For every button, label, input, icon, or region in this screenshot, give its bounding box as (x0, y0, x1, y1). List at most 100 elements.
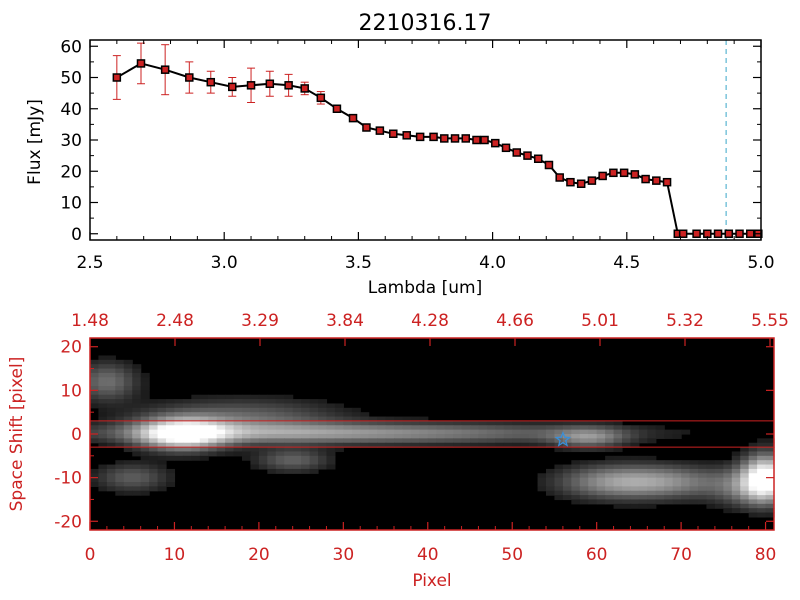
image-pixel (377, 429, 387, 435)
image-pixel (90, 468, 100, 474)
image-pixel (140, 377, 150, 383)
image-pixel (765, 442, 775, 448)
image-pixel (394, 416, 404, 422)
image-pixel (765, 512, 775, 518)
image-pixel (123, 390, 133, 396)
image-pixel (301, 468, 311, 474)
image-pixel (132, 425, 142, 431)
image-pixel (292, 416, 302, 422)
image-pixel (208, 429, 218, 435)
image-pixel (157, 447, 167, 453)
image-pixel (562, 420, 572, 426)
image-pixel (90, 394, 100, 400)
image-pixel (191, 399, 201, 405)
image-pixel (664, 460, 674, 466)
image-pixel (655, 477, 665, 483)
image-pixel (647, 425, 657, 431)
image-pixel (757, 503, 767, 509)
data-point (300, 84, 309, 93)
image-pixel (233, 416, 243, 422)
image-pixel (520, 420, 530, 426)
image-pixel (605, 442, 615, 448)
image-pixel (461, 442, 471, 448)
image-pixel (208, 420, 218, 426)
image-pixel (351, 438, 361, 444)
image-pixel (140, 482, 150, 487)
image-pixel (166, 438, 176, 444)
image-pixel (98, 390, 108, 396)
image-pixel (689, 490, 699, 496)
image-pixel (98, 407, 108, 413)
image-pixel (90, 368, 100, 374)
image-pixel (166, 442, 176, 448)
image-pixel (301, 407, 311, 413)
image-pixel (208, 403, 218, 409)
image-pixel (208, 407, 218, 413)
image-pixel (233, 403, 243, 409)
image-pixel (596, 473, 606, 479)
image-pixel (132, 438, 142, 444)
image-pixel (132, 451, 142, 457)
image-pixel (309, 420, 319, 426)
image-pixel (191, 412, 201, 418)
image-pixel (182, 407, 192, 413)
image-pixel (157, 416, 167, 422)
image-pixel (655, 482, 665, 487)
image-pixel (216, 416, 226, 422)
image-pixel (453, 420, 463, 426)
image-pixel (157, 451, 167, 457)
image-pixel (419, 425, 429, 431)
image-pixel (647, 490, 657, 496)
image-pixel (596, 447, 606, 453)
image-pixel (182, 451, 192, 457)
image-pixel (655, 425, 665, 431)
image-pixel (225, 438, 235, 444)
image-pixel (182, 455, 192, 461)
image-pixel (698, 464, 708, 470)
image-pixel (106, 486, 116, 492)
image-pixel (419, 442, 429, 448)
image-pixel (689, 468, 699, 474)
image-pixel (115, 425, 125, 431)
image-pixel (714, 460, 724, 466)
image-pixel (613, 455, 623, 461)
spectrum-x-ticks: 2.5 3.0 3.5 4.0 4.5 5.0 (76, 40, 775, 273)
image-pixel (132, 377, 142, 383)
image-pixel (149, 464, 159, 470)
image-pixel (731, 451, 741, 457)
image-pixel (267, 460, 277, 466)
image-pixel (98, 477, 108, 483)
image-pixel (554, 486, 564, 492)
image-pixel (698, 477, 708, 483)
image-pixel (301, 464, 311, 470)
image-pixel (149, 460, 159, 466)
image-pixel (588, 490, 598, 496)
image-pixels (90, 355, 775, 518)
image-pixel (140, 442, 150, 448)
spectrum-y-tick-label: 30 (60, 131, 82, 151)
image-pixel (98, 464, 108, 470)
image-pixel (242, 403, 252, 409)
image-pixel (149, 455, 159, 461)
image-pixel (301, 412, 311, 418)
image-pixel (115, 386, 125, 391)
image-pixel (318, 425, 328, 431)
image-pixel (149, 407, 159, 413)
image-pixel (233, 438, 243, 444)
image-pixel (605, 447, 615, 453)
image-pixel (478, 425, 488, 431)
image-pixel (554, 473, 564, 479)
image-pixel (622, 438, 632, 444)
image-pixel (140, 416, 150, 422)
image-pixel (436, 434, 446, 439)
image-pixel (588, 442, 598, 448)
image-pixel (301, 416, 311, 422)
image-pixel (157, 438, 167, 444)
image-pixel (562, 429, 572, 435)
image-pixel (318, 429, 328, 435)
image-pixel (140, 399, 150, 405)
image-pixel (368, 416, 378, 422)
image-pixel (681, 477, 691, 483)
image-pixel (90, 420, 100, 426)
image-pixel (630, 477, 640, 483)
